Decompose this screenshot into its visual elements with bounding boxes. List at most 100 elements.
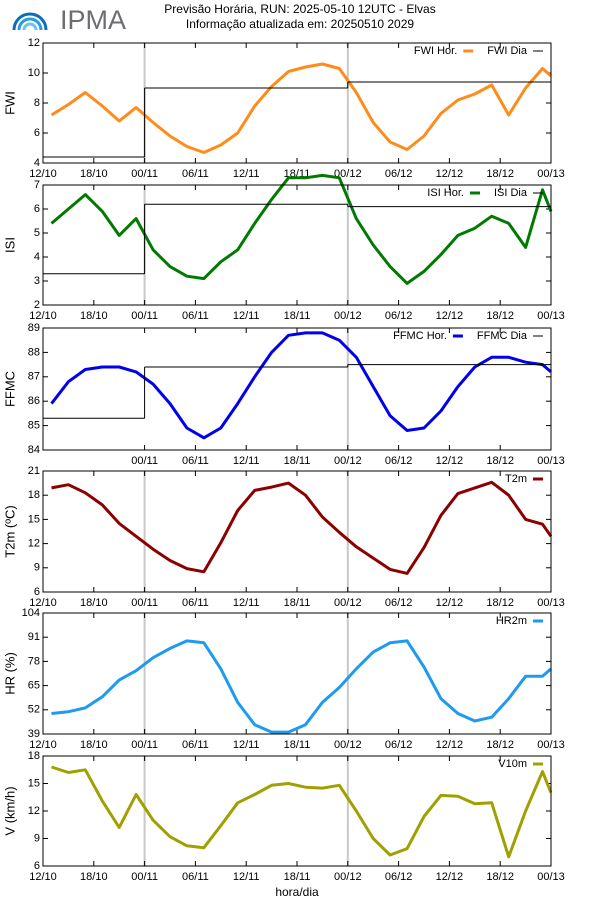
- plot-frame: [42, 327, 552, 451]
- y-tick-label: 85: [28, 420, 40, 432]
- x-tick-label: 06/11: [182, 168, 209, 180]
- y-tick-label: 3: [34, 275, 40, 287]
- y-tick-label: 10: [28, 67, 40, 79]
- x-tick-label: 12/11: [233, 739, 260, 751]
- x-tick-label: 18/11: [284, 871, 311, 883]
- x-tick-label: 18/12: [486, 310, 514, 322]
- y-tick-label: 21: [28, 465, 40, 477]
- x-tick-label: 00/13: [537, 871, 565, 883]
- x-tick-label: 18/10: [80, 597, 108, 609]
- y-tick-label: 52: [28, 704, 40, 716]
- legend-label: ISI Hor.: [427, 187, 464, 199]
- x-tick-label: 06/11: [182, 597, 209, 609]
- legend-label: FWI Hor.: [414, 45, 457, 57]
- x-tick-label: 06/11: [182, 310, 209, 322]
- x-tick-label: 00/11: [131, 871, 158, 883]
- x-tick-label: 18/11: [284, 597, 311, 609]
- legend-label: HR2m: [496, 615, 527, 627]
- x-tick-label: 18/12: [486, 455, 514, 467]
- x-tick-label: 12/12: [436, 871, 464, 883]
- x-tick-label: 12/12: [436, 168, 464, 180]
- x-tick-label: 06/12: [385, 310, 413, 322]
- x-tick-label: 06/12: [385, 739, 413, 751]
- x-tick-label: 00/13: [537, 455, 565, 467]
- x-tick-label: 00/11: [131, 310, 158, 322]
- y-tick-label: 4: [34, 157, 40, 169]
- x-tick-label: 18/11: [284, 455, 311, 467]
- x-tick-label: 00/12: [334, 310, 362, 322]
- y-tick-label: 84: [28, 444, 40, 456]
- hourly-line: [51, 480, 553, 575]
- plot-frame: [42, 42, 552, 164]
- y-tick-label: 65: [28, 680, 40, 692]
- plot-frame: [42, 755, 552, 867]
- y-tick-label: 18: [28, 750, 40, 762]
- x-tick-label: 00/12: [334, 455, 362, 467]
- legend-label: ISI Dia: [494, 187, 528, 199]
- x-tick-label: 00/12: [334, 597, 362, 609]
- y-tick-label: 91: [28, 631, 40, 643]
- x-tick-label: 12/11: [233, 455, 260, 467]
- legend-label: FWI Dia: [487, 45, 528, 57]
- x-tick-label: 12/12: [436, 455, 464, 467]
- logo-arc: [12, 12, 48, 31]
- x-tick-label: 12/11: [233, 310, 260, 322]
- y-tick-label: 104: [22, 607, 40, 619]
- x-tick-label: 18/12: [486, 597, 514, 609]
- x-tick-label: 00/11: [131, 597, 158, 609]
- subtitle: Informação atualizada em: 20250510 2029: [186, 17, 414, 31]
- x-tick-label: 12/11: [233, 168, 260, 180]
- x-axis-label: hora/dia: [275, 885, 319, 899]
- x-tick-label: 18/10: [80, 739, 108, 751]
- x-tick-label: 12/10: [29, 739, 57, 751]
- y-axis-label: T2m (ºC): [2, 505, 17, 557]
- x-tick-label: 12/12: [436, 310, 464, 322]
- y-tick-label: 15: [28, 513, 40, 525]
- x-tick-label: 12/11: [233, 597, 260, 609]
- x-tick-label: 00/13: [537, 597, 565, 609]
- x-tick-label: 00/13: [537, 739, 565, 751]
- hourly-line: [50, 173, 553, 285]
- x-tick-label: 12/10: [29, 597, 57, 609]
- logo: IPMA: [12, 5, 126, 35]
- x-tick-label: 18/11: [284, 310, 311, 322]
- x-tick-label: 00/12: [334, 871, 362, 883]
- hourly-line: [50, 62, 552, 154]
- x-tick-label: 18/12: [486, 871, 514, 883]
- y-tick-label: 6: [34, 586, 40, 598]
- x-tick-label: 00/11: [131, 455, 158, 467]
- y-tick-label: 39: [28, 728, 40, 740]
- y-tick-label: 9: [34, 832, 40, 844]
- x-tick-label: 00/12: [334, 168, 362, 180]
- hourly-line: [51, 765, 553, 859]
- plot-frame: [42, 184, 552, 306]
- title: Previsão Horária, RUN: 2025-05-10 12UTC …: [164, 2, 435, 16]
- y-tick-label: 12: [28, 805, 40, 817]
- x-tick-label: 18/12: [486, 739, 514, 751]
- y-tick-label: 86: [28, 395, 40, 407]
- x-tick-label: 00/13: [537, 168, 565, 180]
- x-tick-label: 06/11: [182, 455, 209, 467]
- x-tick-label: 06/12: [385, 455, 413, 467]
- y-tick-label: 12: [28, 37, 40, 49]
- y-tick-label: 5: [34, 227, 40, 239]
- legend-label: V10m: [498, 758, 527, 770]
- x-tick-label: 12/11: [233, 871, 260, 883]
- y-axis-label: V (km/h): [2, 786, 17, 835]
- y-tick-label: 6: [34, 860, 40, 872]
- y-tick-label: 87: [28, 371, 40, 383]
- x-tick-label: 18/10: [80, 871, 108, 883]
- y-axis-label: FWI: [2, 91, 17, 115]
- logo-arc: [17, 17, 43, 31]
- logo-text: IPMA: [60, 5, 126, 35]
- x-tick-label: 18/11: [284, 739, 311, 751]
- legend-label: T2m: [505, 473, 527, 485]
- x-tick-label: 12/12: [436, 739, 464, 751]
- logo-arc: [22, 22, 38, 31]
- y-tick-label: 12: [28, 538, 40, 550]
- x-tick-label: 18/12: [486, 168, 514, 180]
- x-tick-label: 00/11: [131, 168, 158, 180]
- y-tick-label: 7: [34, 179, 40, 191]
- x-tick-label: 06/11: [182, 871, 209, 883]
